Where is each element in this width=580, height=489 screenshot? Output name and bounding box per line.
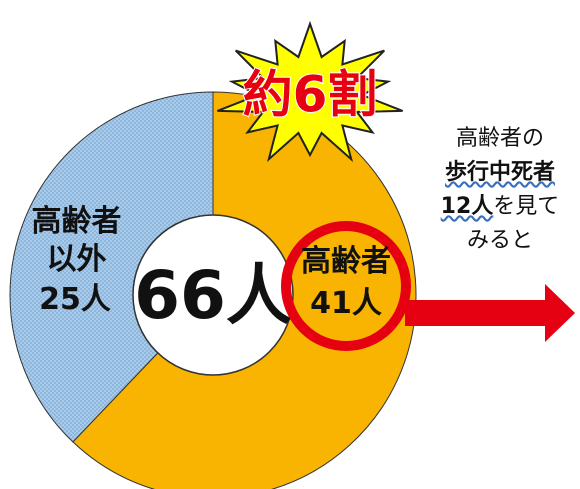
annotation-line: みると — [466, 228, 533, 253]
category-label: 高齢者 — [301, 244, 391, 279]
annotation-line: 歩行中死者 — [444, 160, 555, 185]
center-label: 66人 — [134, 257, 292, 334]
donut-hole — [132, 214, 294, 376]
annotation-line: 高齢者の — [455, 126, 544, 151]
burst — [217, 20, 403, 163]
arrow — [405, 284, 575, 342]
value-label: 41人 — [310, 286, 382, 321]
category-label: 高齢者以外 — [31, 204, 122, 277]
annotation-line: 12人を見て — [425, 190, 575, 224]
burst-label: 約6割 — [243, 66, 378, 124]
value-label: 25人 — [39, 282, 111, 317]
annotation-text: を見て — [493, 194, 560, 219]
donut-segment — [9, 91, 214, 443]
highlight-circle — [281, 221, 411, 351]
annotation-emphasis: 12人 — [440, 194, 494, 219]
annotation: 高齢者の 歩行中死者 12人を見て みると — [425, 122, 575, 258]
